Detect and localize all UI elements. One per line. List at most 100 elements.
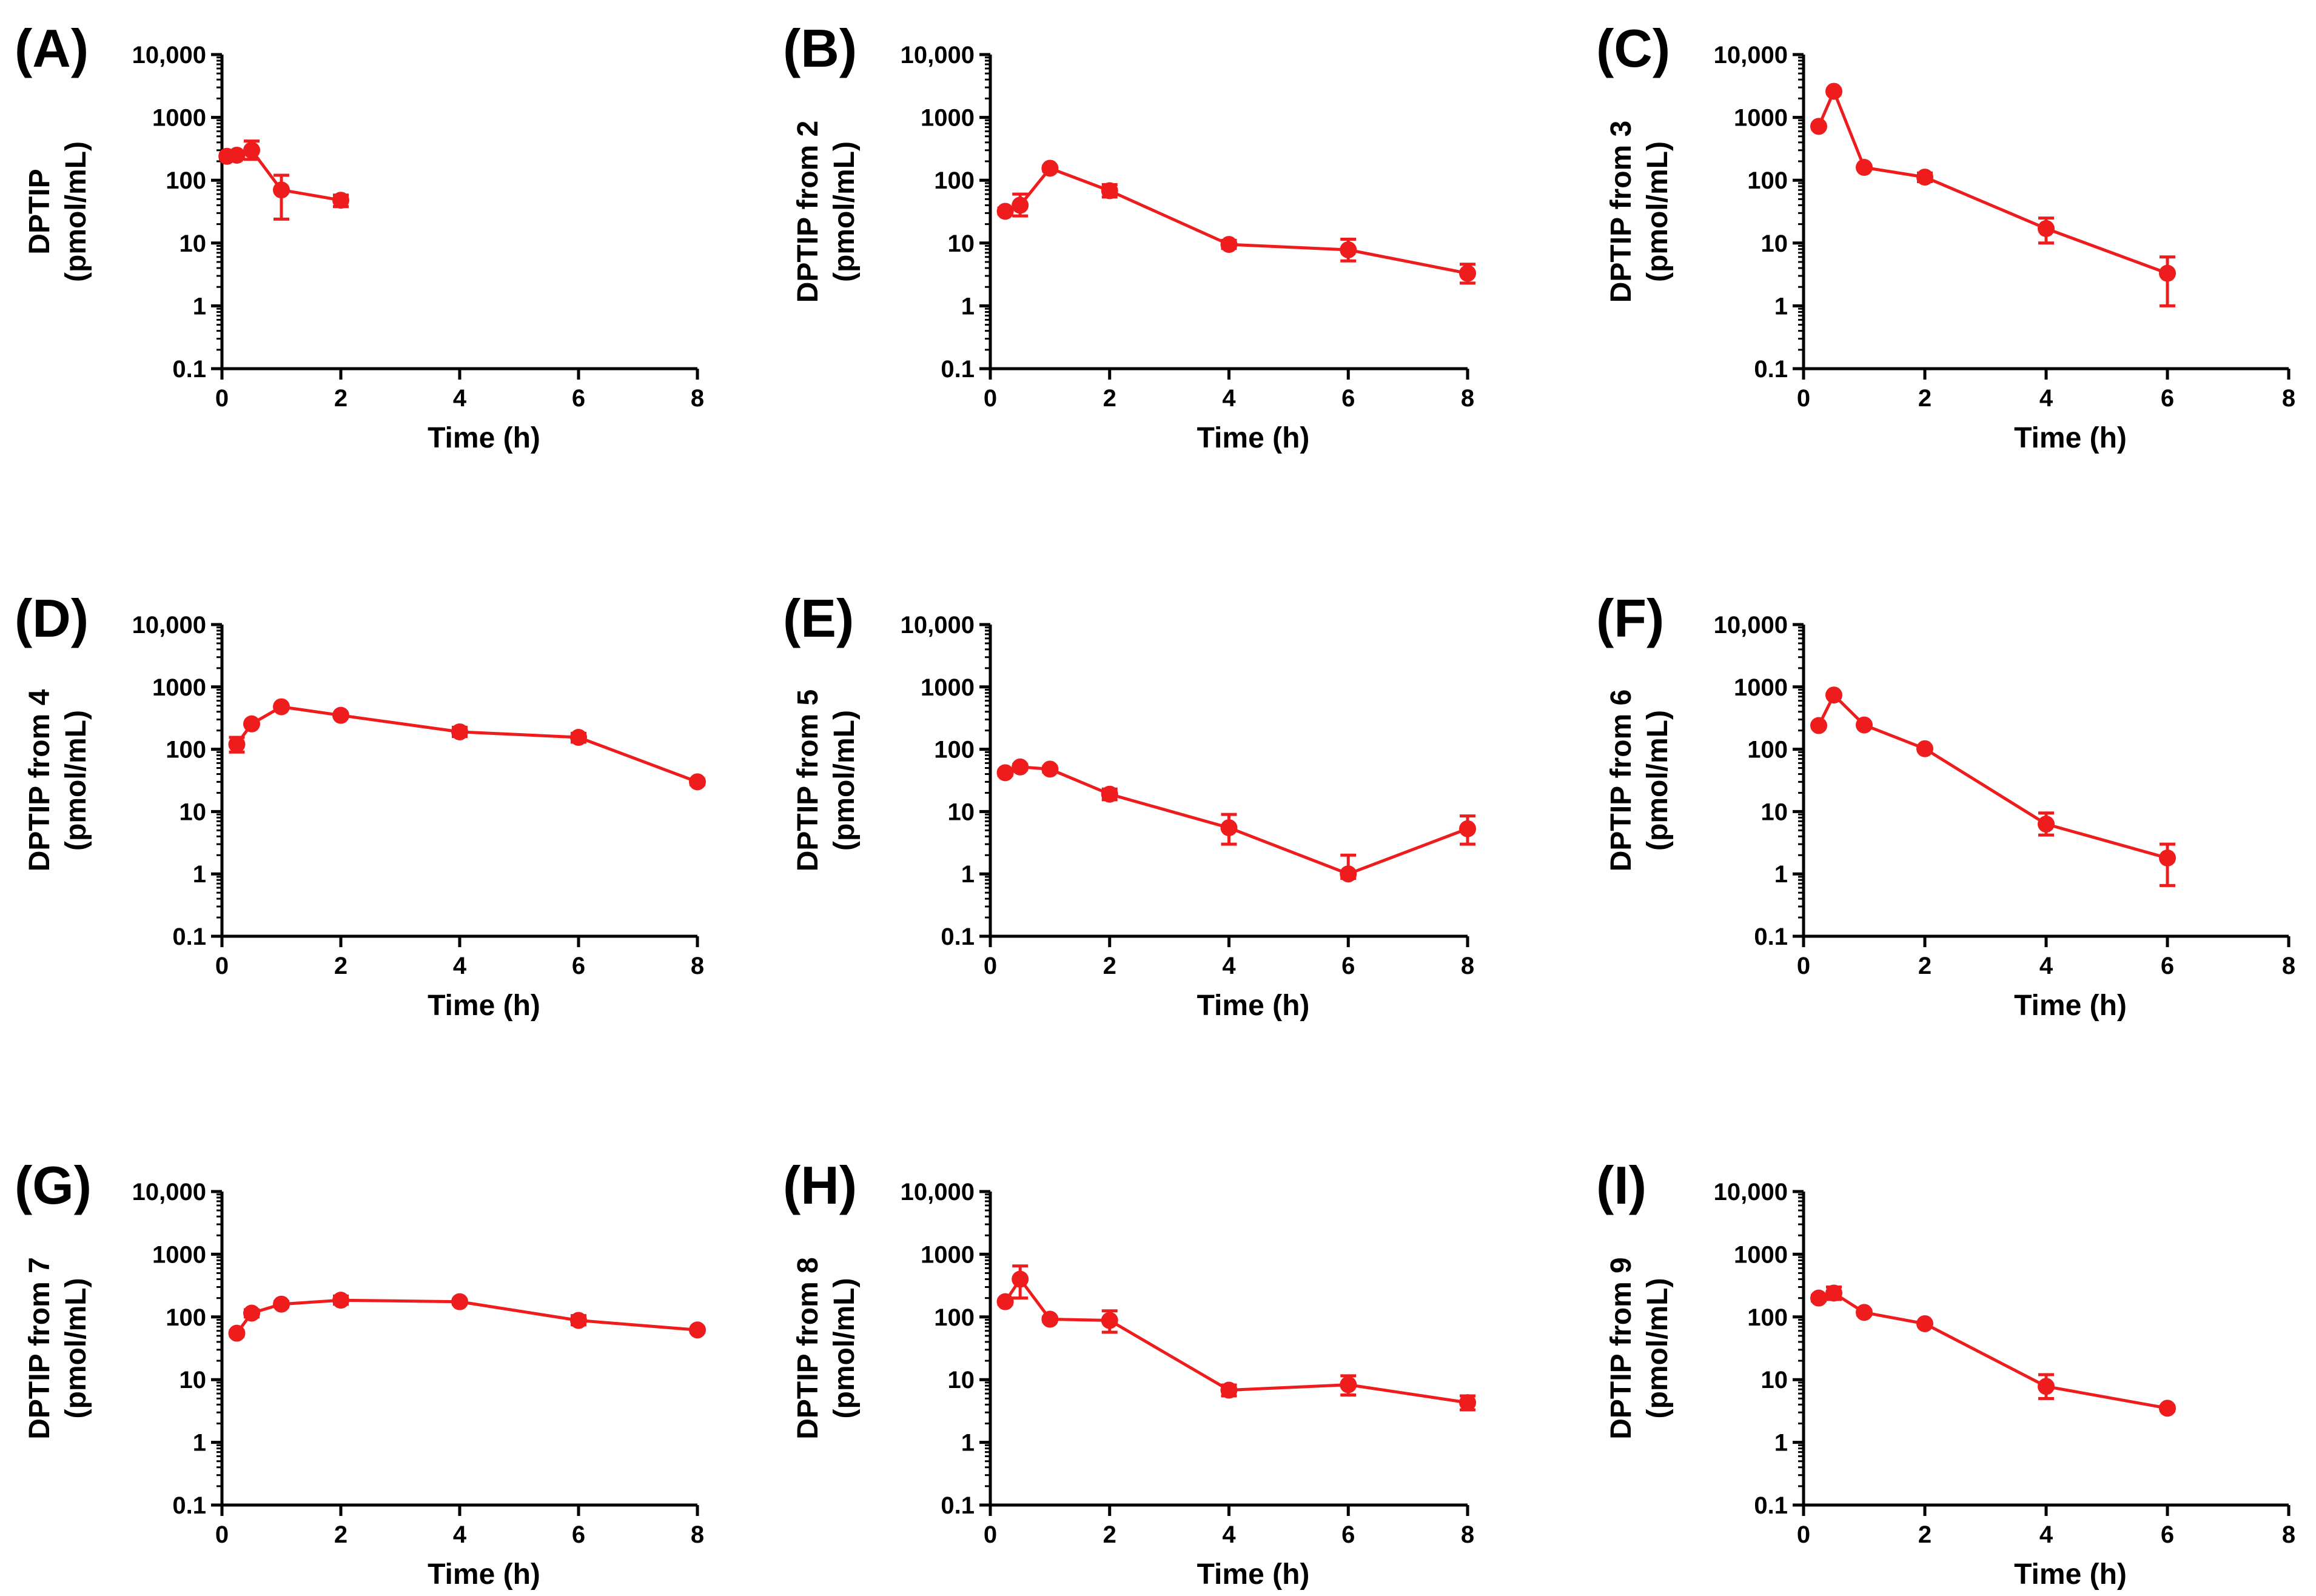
y-tick-label: 0.1 xyxy=(941,1492,975,1519)
data-point xyxy=(1101,785,1118,803)
x-tick-label: 2 xyxy=(1103,953,1116,979)
data-point xyxy=(1916,169,1933,186)
y-tick-label: 100 xyxy=(1747,1304,1788,1331)
data-point xyxy=(1825,82,1842,100)
data-point xyxy=(996,764,1014,782)
panel-label: (F) xyxy=(1596,588,1664,648)
data-point xyxy=(1220,236,1238,253)
data-point xyxy=(1856,159,1873,176)
data-point xyxy=(1825,686,1842,704)
y-tick-label: 1000 xyxy=(1734,105,1788,132)
data-point xyxy=(2038,816,2055,833)
y-tick-label: 100 xyxy=(1747,167,1788,194)
x-tick-label: 2 xyxy=(1103,1521,1116,1548)
x-tick-label: 2 xyxy=(334,953,347,979)
y-tick-label: 1 xyxy=(961,293,975,320)
data-point xyxy=(1101,1312,1118,1329)
x-tick-label: 6 xyxy=(572,953,585,979)
x-tick-label: 8 xyxy=(691,953,704,979)
x-tick-label: 2 xyxy=(334,1521,347,1548)
x-tick-label: 4 xyxy=(1222,385,1236,412)
x-tick-label: 0 xyxy=(215,1521,229,1548)
data-point xyxy=(1041,159,1059,177)
x-tick-label: 8 xyxy=(1461,1521,1474,1548)
x-tick-label: 6 xyxy=(572,1521,585,1548)
x-axis-title: Time (h) xyxy=(1197,990,1310,1022)
panel-label: (E) xyxy=(783,588,854,648)
y-tick-label: 10,000 xyxy=(901,612,975,639)
data-point xyxy=(1012,758,1029,776)
data-point xyxy=(1101,182,1118,200)
data-point xyxy=(2038,1378,2055,1395)
data-point xyxy=(273,181,290,199)
y-tick-label: 1000 xyxy=(152,105,206,132)
x-tick-label: 6 xyxy=(1341,953,1355,979)
y-tick-label: 100 xyxy=(166,1304,206,1331)
data-point xyxy=(1041,760,1059,778)
x-tick-label: 2 xyxy=(1918,1521,1932,1548)
series-line xyxy=(1004,765,1468,876)
y-axis-title-line1: DPTIP from 9 xyxy=(1605,1257,1637,1440)
data-point xyxy=(1012,196,1029,214)
y-tick-label: 100 xyxy=(934,1304,975,1331)
y-tick-label: 1 xyxy=(961,1430,975,1457)
data-point xyxy=(1459,264,1476,282)
data-point xyxy=(1459,820,1476,837)
y-tick-label: 10 xyxy=(180,230,207,257)
series-line xyxy=(1817,90,2168,275)
y-tick-label: 10,000 xyxy=(1714,1179,1788,1205)
x-axis-title: Time (h) xyxy=(428,1558,540,1591)
x-axis-title: Time (h) xyxy=(2014,422,2127,454)
y-tick-label: 0.1 xyxy=(172,924,206,950)
y-tick-label: 10 xyxy=(180,1367,207,1393)
data-point xyxy=(1012,1270,1029,1288)
y-tick-label: 1 xyxy=(1774,293,1788,320)
x-tick-label: 8 xyxy=(2282,1521,2295,1548)
y-tick-label: 0.1 xyxy=(1754,356,1788,383)
y-tick-label: 10 xyxy=(1761,1367,1788,1393)
y-tick-label: 10 xyxy=(1761,230,1788,257)
x-tick-label: 0 xyxy=(1797,385,1810,412)
y-axis-title-line1: DPTIP from 3 xyxy=(1605,121,1637,303)
y-axis-title-line1: DPTIP from 4 xyxy=(24,689,56,871)
data-point xyxy=(243,1304,260,1322)
chart-panel-h: (H) 0.1 1 10 100 1000 10,000 0 2 4 6 8 Time (h) DPTIP… xyxy=(783,1155,1476,1591)
x-tick-label: 2 xyxy=(334,385,347,412)
data-point xyxy=(1856,716,1873,734)
chart-panel-c: (C) 0.1 1 10 100 1000 10,000 0 2 4 6 8 Time (h) DPTIP… xyxy=(1596,18,2295,454)
data-point xyxy=(1810,717,1827,734)
data-point xyxy=(996,203,1014,220)
y-tick-label: 1000 xyxy=(921,674,975,701)
y-tick-label: 100 xyxy=(934,167,975,194)
x-tick-label: 6 xyxy=(2161,953,2174,979)
y-tick-label: 10,000 xyxy=(1714,612,1788,639)
data-point xyxy=(570,729,587,746)
y-tick-label: 10,000 xyxy=(132,1179,206,1205)
y-axis-title-line1: DPTIP from 8 xyxy=(792,1257,824,1440)
chart-panel-f: (F) 0.1 1 10 100 1000 10,000 0 2 4 6 8 Time (h) DPTIP… xyxy=(1596,588,2295,1022)
x-tick-label: 4 xyxy=(2039,1521,2053,1548)
y-axis-title-line1: DPTIP from 5 xyxy=(792,689,824,872)
data-point xyxy=(228,1324,246,1342)
y-axis-title-line2: (pmol/mL) xyxy=(60,141,92,282)
x-tick-label: 0 xyxy=(1797,953,1810,979)
y-tick-label: 1000 xyxy=(921,1241,975,1268)
x-tick-label: 2 xyxy=(1103,385,1116,412)
x-tick-label: 0 xyxy=(215,385,229,412)
y-tick-label: 1 xyxy=(1774,861,1788,888)
y-axis-title-line1: DPTIP from 2 xyxy=(792,121,824,303)
chart-panel-e: (E) 0.1 1 10 100 1000 10,000 0 2 4 6 8 Time (h) DPTIP… xyxy=(783,588,1476,1022)
data-point xyxy=(2159,264,2176,282)
x-axis-title: Time (h) xyxy=(2014,1558,2127,1591)
y-tick-label: 1000 xyxy=(921,105,975,132)
data-point xyxy=(1916,740,1933,757)
data-point xyxy=(2159,1400,2176,1417)
y-axis-title-line2: (pmol/mL) xyxy=(828,710,861,851)
chart-panel-i: (I) 0.1 1 10 100 1000 10,000 0 2 4 6 8 Time (h) DPTIP… xyxy=(1596,1155,2295,1591)
data-point xyxy=(689,1321,706,1339)
x-tick-label: 0 xyxy=(984,385,997,412)
x-tick-label: 2 xyxy=(1918,953,1932,979)
panel-label: (B) xyxy=(783,18,857,78)
panel-label: (G) xyxy=(15,1155,92,1215)
